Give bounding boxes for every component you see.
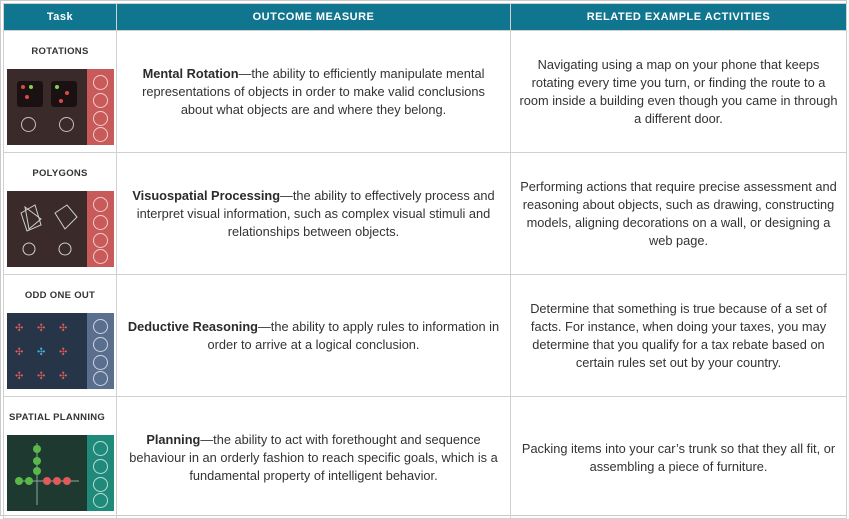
task-name: POLYGONS bbox=[32, 168, 88, 179]
task-cell: SPATIAL PLANNING bbox=[3, 396, 117, 519]
measure-description: —the ability to effectively process and … bbox=[136, 187, 495, 239]
outcome-measure-cell: Visuospatial Processing—the ability to e… bbox=[116, 152, 511, 275]
task-cell: ROTATIONS bbox=[3, 30, 117, 153]
activity-cell: Performing actions that require precise … bbox=[510, 152, 847, 275]
outcome-measure-cell: Planning—the ability to act with foretho… bbox=[116, 396, 511, 519]
svg-text:✣: ✣ bbox=[37, 323, 45, 334]
measure-description: —the ability to efficiently manipulate m… bbox=[142, 65, 485, 117]
svg-text:✣: ✣ bbox=[59, 347, 67, 358]
header-outcome-measure: OUTCOME MEASURE bbox=[116, 3, 511, 31]
task-name: SPATIAL PLANNING bbox=[9, 412, 106, 423]
svg-text:✣: ✣ bbox=[59, 323, 67, 334]
rotation-grid-icon bbox=[7, 69, 114, 145]
svg-text:✣: ✣ bbox=[15, 347, 23, 358]
measure-term: Mental Rotation bbox=[142, 65, 239, 81]
measure-description: —the ability to apply rules to informati… bbox=[207, 318, 500, 352]
svg-text:✣: ✣ bbox=[37, 371, 45, 382]
activity-cell: Navigating using a map on your phone tha… bbox=[510, 30, 847, 153]
outcome-measure-cell: Mental Rotation—the ability to efficient… bbox=[116, 30, 511, 153]
symbol-grid-icon: ✣ ✣ ✣ ✣ ✣ ✣ ✣ ✣ ✣ bbox=[7, 313, 114, 389]
activity-cell: Packing items into your car’s trunk so t… bbox=[510, 396, 847, 519]
table-header-row: Task OUTCOME MEASURE RELATED EXAMPLE ACT… bbox=[3, 3, 847, 31]
table-row: ODD ONE OUT ✣ ✣ ✣ ✣ ✣ ✣ ✣ ✣ ✣ bbox=[3, 274, 847, 397]
svg-text:✣: ✣ bbox=[59, 371, 67, 382]
svg-text:✣: ✣ bbox=[15, 323, 23, 334]
table-row: SPATIAL PLANNING bbox=[3, 396, 847, 519]
measure-term: Planning bbox=[146, 431, 201, 447]
table-row: POLYGONS bbox=[3, 152, 847, 275]
measure-description: —the ability to act with forethought and… bbox=[129, 431, 498, 483]
outcome-measure-cell: Deductive Reasoning—the ability to apply… bbox=[116, 274, 511, 397]
task-cell: ODD ONE OUT ✣ ✣ ✣ ✣ ✣ ✣ ✣ ✣ ✣ bbox=[3, 274, 117, 397]
task-cell: POLYGONS bbox=[3, 152, 117, 275]
svg-text:✣: ✣ bbox=[15, 371, 23, 382]
node-tree-icon bbox=[7, 435, 114, 511]
svg-text:✣: ✣ bbox=[37, 347, 45, 358]
task-name: ROTATIONS bbox=[31, 46, 89, 57]
tasks-table: Task OUTCOME MEASURE RELATED EXAMPLE ACT… bbox=[3, 3, 847, 519]
measure-term: Deductive Reasoning bbox=[127, 318, 258, 334]
table-row: ROTATIONS bbox=[3, 30, 847, 153]
header-task: Task bbox=[3, 3, 117, 31]
measure-term: Visuospatial Processing bbox=[132, 187, 281, 203]
activity-cell: Determine that something is true because… bbox=[510, 274, 847, 397]
header-related-activities: RELATED EXAMPLE ACTIVITIES bbox=[510, 3, 847, 31]
task-name: ODD ONE OUT bbox=[24, 290, 96, 301]
polygon-outline-icon bbox=[7, 191, 114, 267]
